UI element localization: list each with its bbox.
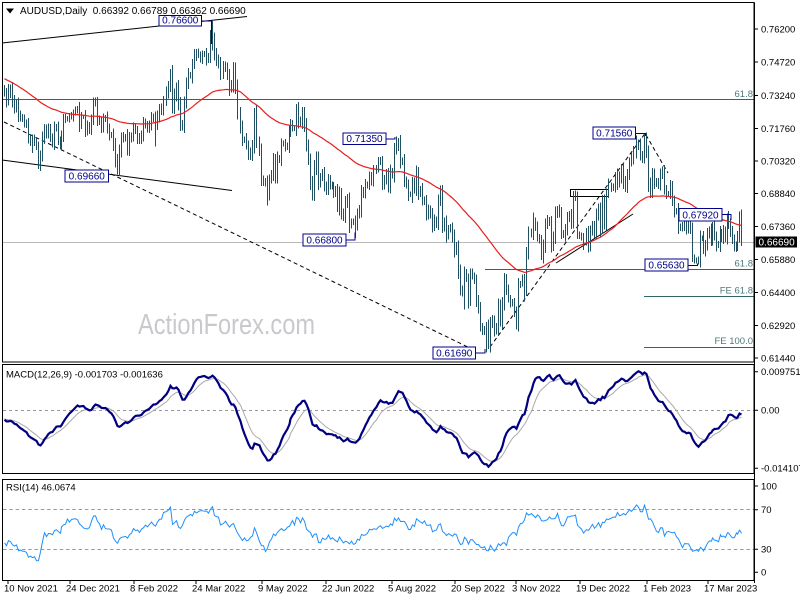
svg-text:0.66690: 0.66690 bbox=[759, 238, 796, 249]
svg-text:20 Sep 2022: 20 Sep 2022 bbox=[451, 584, 505, 595]
svg-text:0.67920: 0.67920 bbox=[682, 210, 719, 221]
svg-text:0.68840: 0.68840 bbox=[761, 189, 795, 200]
svg-text:0.70320: 0.70320 bbox=[761, 156, 795, 167]
svg-text:0.76600: 0.76600 bbox=[162, 15, 199, 26]
svg-text:1 Feb 2023: 1 Feb 2023 bbox=[643, 584, 691, 595]
svg-text:0.65630: 0.65630 bbox=[648, 260, 685, 271]
svg-text:9 May 2022: 9 May 2022 bbox=[258, 584, 308, 595]
svg-text:10 Nov 2021: 10 Nov 2021 bbox=[4, 584, 58, 595]
svg-text:0.71760: 0.71760 bbox=[761, 124, 795, 135]
svg-text:0.71350: 0.71350 bbox=[346, 134, 383, 145]
svg-text:0.65880: 0.65880 bbox=[761, 255, 795, 266]
svg-text:3 Nov 2022: 3 Nov 2022 bbox=[512, 584, 561, 595]
svg-text:0.00: 0.00 bbox=[761, 406, 780, 417]
svg-text:RSI(14) 46.0674: RSI(14) 46.0674 bbox=[6, 483, 76, 494]
svg-text:FE 61.8: FE 61.8 bbox=[720, 286, 753, 297]
svg-text:ActionForex.com: ActionForex.com bbox=[138, 309, 315, 341]
svg-text:8 Feb 2022: 8 Feb 2022 bbox=[130, 584, 178, 595]
svg-text:22 Jun 2022: 22 Jun 2022 bbox=[322, 584, 374, 595]
svg-text:0: 0 bbox=[761, 568, 766, 579]
svg-text:0.74720: 0.74720 bbox=[761, 57, 795, 68]
svg-text:24 Dec 2021: 24 Dec 2021 bbox=[66, 584, 120, 595]
svg-text:FE 100.0: FE 100.0 bbox=[714, 336, 753, 347]
svg-text:0.73240: 0.73240 bbox=[761, 91, 795, 102]
svg-text:70: 70 bbox=[761, 505, 772, 516]
svg-text:61.8: 61.8 bbox=[735, 89, 754, 100]
svg-text:17 Mar 2023: 17 Mar 2023 bbox=[704, 584, 757, 595]
svg-text:0.61690: 0.61690 bbox=[436, 348, 473, 359]
svg-text:5 Aug 2022: 5 Aug 2022 bbox=[388, 584, 436, 595]
svg-text:0.76200: 0.76200 bbox=[761, 24, 795, 35]
svg-text:24 Mar 2022: 24 Mar 2022 bbox=[192, 584, 245, 595]
svg-text:AUDUSD,Daily 0.66392 0.66789: AUDUSD,Daily 0.66392 0.66789 0.66362 0.6… bbox=[20, 6, 246, 17]
svg-text:0.61440: 0.61440 bbox=[761, 353, 795, 364]
svg-text:0.66800: 0.66800 bbox=[306, 235, 343, 246]
svg-text:MACD(12,26,9) -0.001703 -0.001: MACD(12,26,9) -0.001703 -0.001636 bbox=[6, 370, 163, 381]
svg-text:0.009751: 0.009751 bbox=[761, 367, 800, 378]
svg-text:0.69660: 0.69660 bbox=[69, 171, 106, 182]
svg-text:61.8: 61.8 bbox=[735, 259, 754, 270]
svg-text:19 Dec 2022: 19 Dec 2022 bbox=[576, 584, 630, 595]
svg-text:0.62920: 0.62920 bbox=[761, 321, 795, 332]
svg-text:30: 30 bbox=[761, 545, 772, 556]
svg-text:0.64400: 0.64400 bbox=[761, 288, 795, 299]
svg-text:0.71560: 0.71560 bbox=[596, 128, 633, 139]
svg-text:-0.014107: -0.014107 bbox=[761, 464, 800, 475]
svg-text:0.67360: 0.67360 bbox=[761, 222, 795, 233]
svg-text:100: 100 bbox=[761, 481, 777, 492]
